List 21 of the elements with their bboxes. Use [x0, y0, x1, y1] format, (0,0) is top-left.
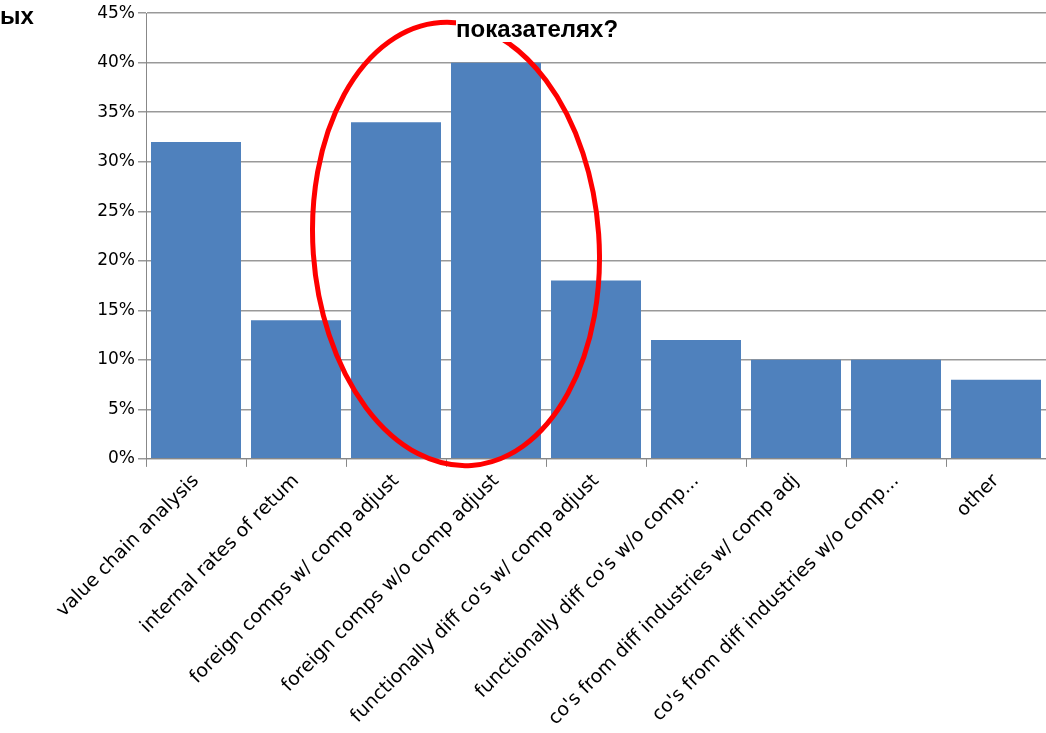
y-tick-label: 15%	[97, 298, 135, 319]
y-tick-label: 45%	[97, 1, 135, 22]
text: ых	[0, 2, 34, 30]
y-tick-label: 30%	[97, 150, 135, 171]
y-tick-label: 20%	[97, 249, 135, 270]
y-tick-label: 5%	[108, 397, 135, 418]
bar	[751, 359, 841, 459]
bar	[951, 379, 1041, 459]
y-tick-label: 0%	[108, 447, 135, 468]
y-tick-label: 10%	[97, 348, 135, 369]
bar	[851, 359, 941, 459]
bar	[651, 340, 741, 459]
y-tick-label: 35%	[97, 100, 135, 121]
bar	[251, 320, 341, 459]
bar	[451, 62, 541, 459]
y-tick-label: 25%	[97, 199, 135, 220]
chart-title: показателях?	[456, 15, 619, 42]
bar	[551, 280, 641, 459]
bar	[151, 141, 241, 459]
bar	[351, 122, 441, 459]
y-tick-label: 40%	[97, 51, 135, 72]
